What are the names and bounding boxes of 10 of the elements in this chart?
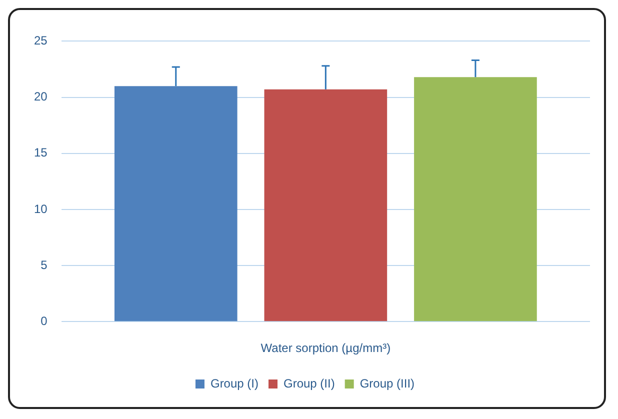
legend-label: Group (I) (210, 376, 258, 390)
x-tick-label: Water sorption (µg/mm³) (260, 341, 391, 356)
y-tick-label: 5 (40, 258, 48, 272)
y-tick-label: 25 (34, 34, 48, 48)
legend-label: Group (III) (360, 376, 415, 390)
y-tick-label: 15 (34, 146, 48, 160)
y-tick-label: 0 (40, 314, 48, 328)
legend-label: Group (II) (283, 376, 335, 390)
y-tick-label: 10 (34, 202, 48, 216)
y-tick-label: 20 (34, 90, 48, 104)
